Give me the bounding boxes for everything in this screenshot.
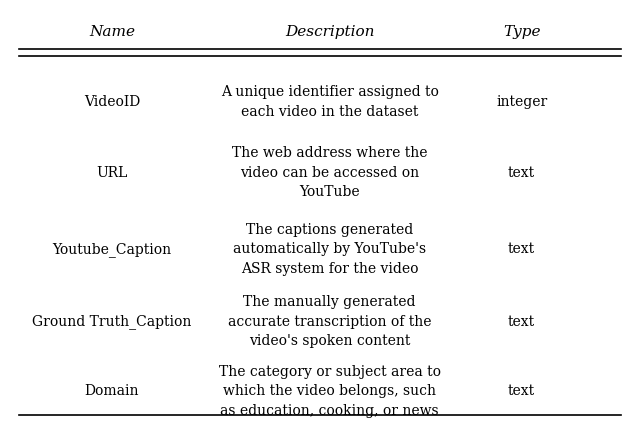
Text: The category or subject area to
which the video belongs, such
as education, cook: The category or subject area to which th… — [219, 365, 440, 417]
Text: The manually generated
accurate transcription of the
video's spoken content: The manually generated accurate transcri… — [228, 295, 431, 348]
Text: text: text — [508, 384, 535, 398]
Text: text: text — [508, 166, 535, 179]
Text: text: text — [508, 242, 535, 256]
Text: Youtube_Caption: Youtube_Caption — [52, 242, 172, 256]
Text: The web address where the
video can be accessed on
YouTube: The web address where the video can be a… — [232, 146, 428, 199]
Text: Type: Type — [503, 25, 540, 39]
Text: text: text — [508, 315, 535, 328]
Text: Description: Description — [285, 25, 374, 39]
Text: URL: URL — [96, 166, 128, 179]
Text: VideoID: VideoID — [84, 95, 140, 109]
Text: Ground Truth_Caption: Ground Truth_Caption — [32, 314, 192, 329]
Text: integer: integer — [496, 95, 547, 109]
Text: Name: Name — [89, 25, 135, 39]
Text: Domain: Domain — [84, 384, 140, 398]
Text: A unique identifier assigned to
each video in the dataset: A unique identifier assigned to each vid… — [221, 86, 438, 119]
Text: The captions generated
automatically by YouTube's
ASR system for the video: The captions generated automatically by … — [233, 223, 426, 276]
